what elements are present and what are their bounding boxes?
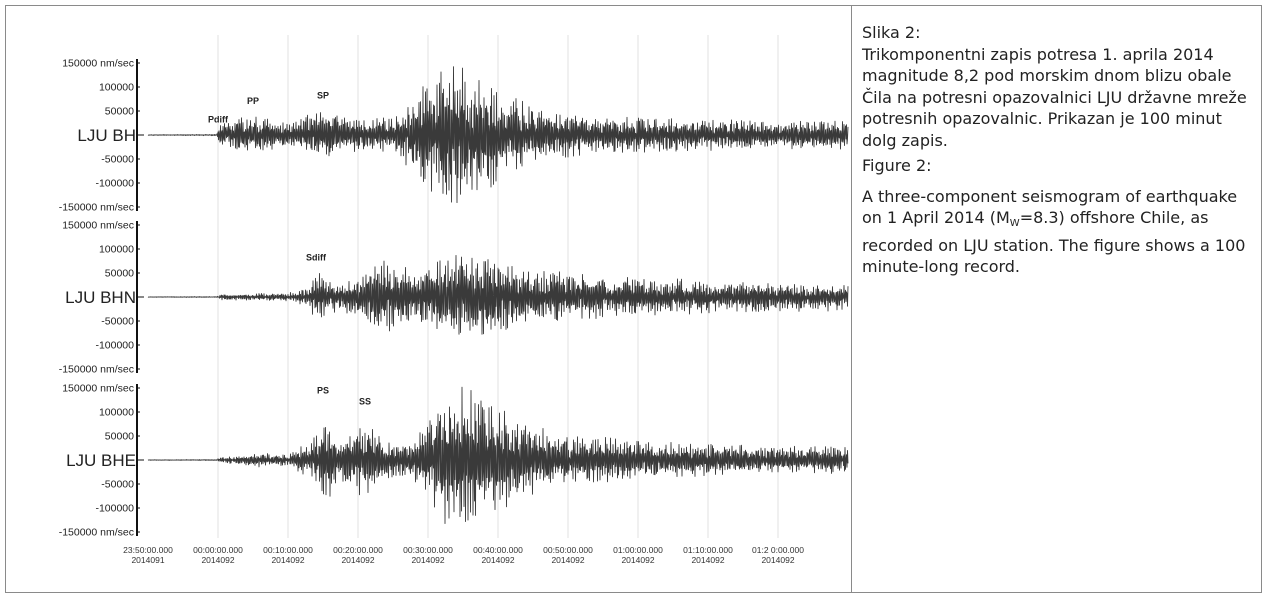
y-tick-label: 50000	[105, 268, 134, 280]
y-tick-label: -50000	[101, 479, 134, 491]
x-tick-date: 2014092	[691, 555, 724, 565]
phase-label: PP	[247, 96, 259, 106]
waveform-trace	[147, 66, 849, 204]
y-tick-label: -50000	[101, 154, 134, 166]
y-tick-label: 150000 nm/sec	[62, 58, 134, 70]
x-tick-time: 00:10:00.000	[263, 545, 313, 555]
phase-label: PS	[317, 385, 329, 395]
x-tick-date: 2014092	[481, 555, 514, 565]
y-tick-label: 100000	[99, 407, 134, 419]
y-tick-label: -50000	[101, 316, 134, 328]
phase-label: SP	[317, 91, 329, 101]
phase-label: Sdiff	[306, 253, 327, 263]
caption-body-en-start: A three-component seismogram of earthqua…	[862, 186, 1238, 228]
x-tick-date: 2014092	[341, 555, 374, 565]
channel-label: LJU BHN	[65, 288, 136, 307]
waveform-trace	[147, 386, 849, 524]
y-tick-label: -100000	[95, 178, 134, 190]
x-tick-time: 00:20:00.000	[333, 545, 383, 555]
phase-label: SS	[359, 396, 371, 406]
x-tick-date: 2014092	[551, 555, 584, 565]
x-tick-date: 2014092	[411, 555, 444, 565]
figure-frame	[5, 5, 1262, 593]
caption-body-en-end: =8.3) offshore Chile, as recorded on LJU…	[862, 208, 1246, 276]
y-tick-label: -100000	[95, 340, 134, 352]
seismogram-chart: 150000 nm/sec 100000 50000 -50000 -100000 -15…	[59, 35, 849, 565]
x-tick-time: 00:40:00.000	[473, 545, 523, 555]
x-tick-time: 01:00:00.000	[613, 545, 663, 555]
y-tick-label: 50000	[105, 106, 134, 118]
y-tick-label: 100000	[99, 82, 134, 94]
waveform-trace	[147, 254, 849, 335]
x-tick-date: 2014092	[271, 555, 304, 565]
x-tick-time: 01:10:00.000	[683, 545, 733, 555]
y-tick-label: 150000 nm/sec	[62, 383, 134, 395]
caption-body-sl: Trikomponentni zapis potresa 1. aprila 2…	[862, 44, 1247, 150]
phase-label: Pdiff	[208, 115, 229, 125]
y-tick-label: -150000 nm/sec	[59, 527, 134, 539]
caption-title-en: Figure 2:	[862, 156, 932, 175]
channel-label: LJU BH	[77, 126, 136, 145]
x-tick-date: 2014092	[761, 555, 794, 565]
x-tick-time: 23:50:00.000	[123, 545, 173, 555]
y-tick-label: -150000 nm/sec	[59, 364, 134, 376]
x-tick-date: 2014092	[201, 555, 234, 565]
x-tick-date: 2014092	[621, 555, 654, 565]
caption-divider	[851, 5, 852, 593]
caption-body-en: A three-component seismogram of earthqua…	[862, 186, 1257, 278]
caption-title-sl: Slika 2:	[862, 23, 921, 42]
y-tick-label: 50000	[105, 431, 134, 443]
x-tick-time: 00:00:00.000	[193, 545, 243, 555]
y-tick-label: -100000	[95, 503, 134, 515]
x-tick-date: 2014091	[131, 555, 164, 565]
channel-label: LJU BHE	[66, 451, 136, 470]
y-tick-label: 100000	[99, 244, 134, 256]
y-tick-label: 150000 nm/sec	[62, 220, 134, 232]
x-tick-time: 01:2 0:00.000	[752, 545, 804, 555]
x-tick-time: 00:30:00.000	[403, 545, 453, 555]
y-tick-label: -150000 nm/sec	[59, 202, 134, 214]
x-tick-time: 00:50:00.000	[543, 545, 593, 555]
figure-caption: Slika 2: Trikomponentni zapis potresa 1.…	[862, 22, 1257, 278]
caption-body-en-subscript: W	[1009, 218, 1020, 229]
